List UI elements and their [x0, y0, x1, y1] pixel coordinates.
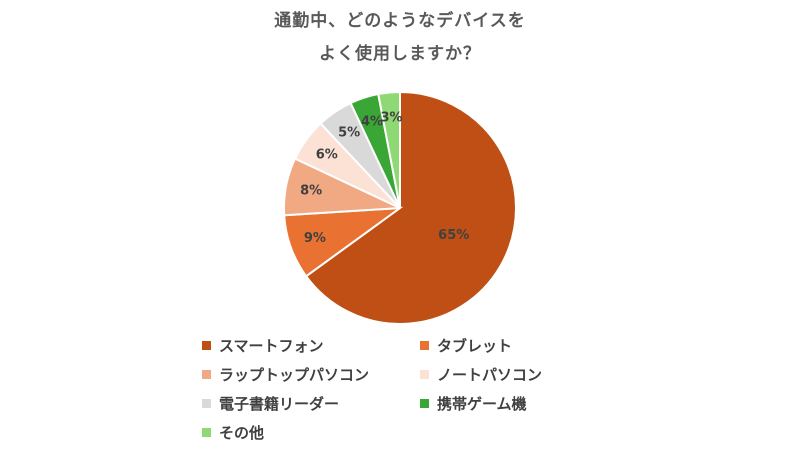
data-label-3: 6%	[316, 147, 338, 162]
pie-slice-0	[304, 90, 517, 325]
chart-title-line-1: 通勤中、どのようなデバイスを	[274, 11, 526, 31]
data-label-1: 9%	[304, 231, 326, 246]
legend-item-6: その他	[202, 422, 264, 443]
legend-swatch-0	[202, 341, 211, 350]
data-label-6: 3%	[380, 110, 402, 125]
legend-item-3: ノートパソコン	[420, 364, 542, 385]
legend-swatch-4	[202, 399, 211, 408]
data-label-0: 65%	[438, 228, 469, 243]
legend-swatch-5	[420, 399, 429, 408]
legend-item-5: 携帯ゲーム機	[420, 393, 527, 414]
legend-item-1: タブレット	[420, 335, 512, 356]
legend-label-5: 携帯ゲーム機	[437, 395, 527, 413]
legend-label-0: スマートフォン	[219, 337, 324, 355]
legend-label-1: タブレット	[437, 337, 513, 355]
data-label-2: 8%	[300, 184, 322, 199]
legend-item-0: スマートフォン	[202, 335, 324, 356]
legend-swatch-3	[420, 370, 429, 379]
chart-title-line-2: よく使用しますか？	[319, 44, 481, 64]
data-label-4: 5%	[338, 126, 360, 141]
legend-label-2: ラップトップパソコン	[219, 366, 370, 384]
data-label-5: 4%	[361, 114, 383, 129]
legend-item-2: ラップトップパソコン	[202, 364, 369, 385]
legend-item-4: 電子書籍リーダー	[202, 393, 339, 414]
pie-slice-6	[377, 90, 401, 209]
legend-swatch-1	[420, 341, 429, 350]
legend-label-4: 電子書籍リーダー	[219, 395, 340, 413]
legend-label-3: ノートパソコン	[437, 366, 543, 384]
legend-swatch-2	[202, 370, 211, 379]
legend-label-6: その他	[219, 424, 265, 442]
legend-swatch-6	[202, 428, 211, 437]
